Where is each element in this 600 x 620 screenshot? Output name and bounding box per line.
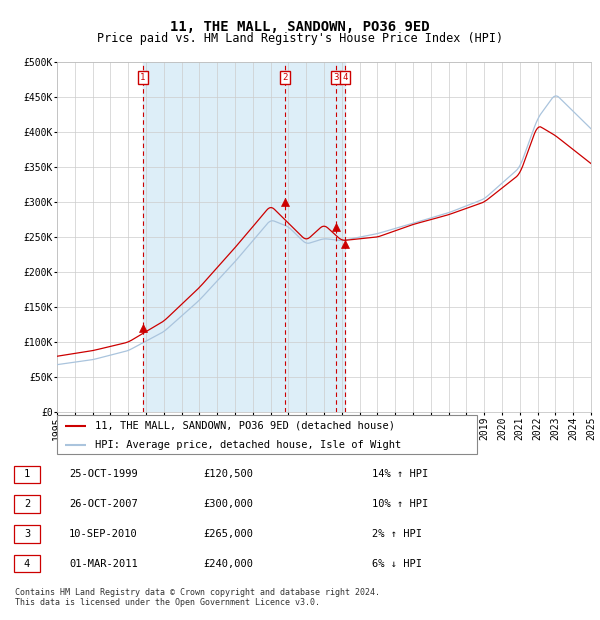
Text: 01-MAR-2011: 01-MAR-2011: [69, 559, 138, 569]
Text: 25-OCT-1999: 25-OCT-1999: [69, 469, 138, 479]
Text: 26-OCT-2007: 26-OCT-2007: [69, 499, 138, 509]
Text: 10-SEP-2010: 10-SEP-2010: [69, 529, 138, 539]
Text: £265,000: £265,000: [203, 529, 253, 539]
Text: 11, THE MALL, SANDOWN, PO36 9ED: 11, THE MALL, SANDOWN, PO36 9ED: [170, 20, 430, 34]
Text: 1: 1: [24, 469, 30, 479]
Text: 2: 2: [24, 499, 30, 509]
Text: 2: 2: [283, 73, 288, 82]
Text: £120,500: £120,500: [203, 469, 253, 479]
Text: HPI: Average price, detached house, Isle of Wight: HPI: Average price, detached house, Isle…: [95, 440, 401, 450]
Text: 11, THE MALL, SANDOWN, PO36 9ED (detached house): 11, THE MALL, SANDOWN, PO36 9ED (detache…: [95, 421, 395, 431]
Text: 3: 3: [24, 529, 30, 539]
Text: Contains HM Land Registry data © Crown copyright and database right 2024.
This d: Contains HM Land Registry data © Crown c…: [15, 588, 380, 607]
Text: 1: 1: [140, 73, 145, 82]
Text: 3: 3: [334, 73, 339, 82]
Text: 14% ↑ HPI: 14% ↑ HPI: [372, 469, 428, 479]
Text: 2% ↑ HPI: 2% ↑ HPI: [372, 529, 422, 539]
Text: 10% ↑ HPI: 10% ↑ HPI: [372, 499, 428, 509]
Text: £240,000: £240,000: [203, 559, 253, 569]
Text: 4: 4: [24, 559, 30, 569]
Text: £300,000: £300,000: [203, 499, 253, 509]
Text: 4: 4: [342, 73, 347, 82]
Bar: [143, 62, 345, 412]
Text: 6% ↓ HPI: 6% ↓ HPI: [372, 559, 422, 569]
Text: Price paid vs. HM Land Registry's House Price Index (HPI): Price paid vs. HM Land Registry's House …: [97, 32, 503, 45]
